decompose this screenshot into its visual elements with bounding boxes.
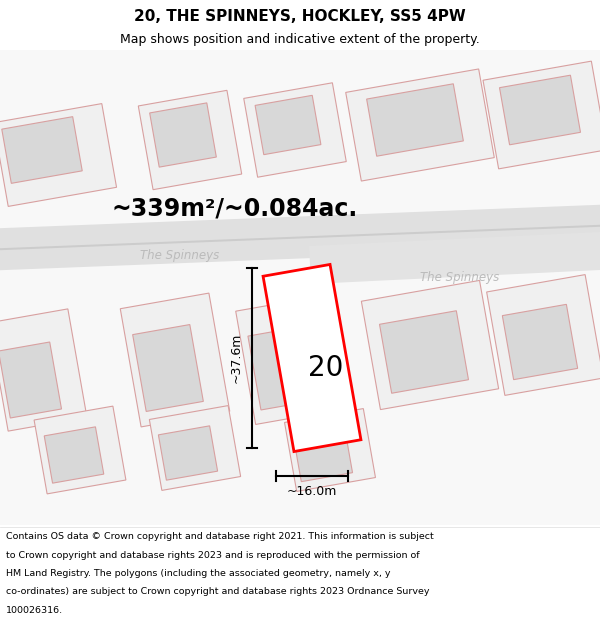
Polygon shape [346, 69, 494, 181]
Polygon shape [34, 406, 126, 494]
Polygon shape [367, 84, 463, 156]
Polygon shape [149, 406, 241, 491]
Polygon shape [0, 104, 116, 206]
Text: 100026316.: 100026316. [6, 606, 63, 615]
Text: ~37.6m: ~37.6m [229, 332, 242, 383]
Polygon shape [158, 426, 218, 480]
Text: The Spinneys: The Spinneys [140, 249, 220, 261]
Polygon shape [133, 324, 203, 411]
Polygon shape [248, 326, 318, 410]
Polygon shape [0, 224, 600, 251]
Text: The Spinneys: The Spinneys [421, 271, 500, 284]
Polygon shape [284, 409, 376, 491]
Polygon shape [139, 91, 242, 189]
Polygon shape [487, 274, 600, 396]
Polygon shape [483, 61, 600, 169]
Polygon shape [0, 342, 62, 418]
Text: HM Land Registry. The polygons (including the associated geometry, namely x, y: HM Land Registry. The polygons (includin… [6, 569, 391, 578]
Polygon shape [309, 231, 600, 284]
Polygon shape [293, 428, 353, 482]
Polygon shape [0, 309, 87, 431]
Polygon shape [361, 281, 499, 409]
Polygon shape [236, 296, 344, 424]
Polygon shape [2, 117, 82, 183]
Polygon shape [120, 293, 230, 427]
Polygon shape [263, 264, 361, 451]
Polygon shape [255, 96, 321, 154]
Polygon shape [0, 204, 600, 271]
Text: co-ordinates) are subject to Crown copyright and database rights 2023 Ordnance S: co-ordinates) are subject to Crown copyr… [6, 588, 430, 596]
Polygon shape [500, 75, 580, 145]
Text: 20: 20 [308, 354, 344, 382]
Text: Contains OS data © Crown copyright and database right 2021. This information is : Contains OS data © Crown copyright and d… [6, 532, 434, 541]
Polygon shape [244, 82, 346, 178]
Text: to Crown copyright and database rights 2023 and is reproduced with the permissio: to Crown copyright and database rights 2… [6, 551, 419, 559]
Text: Map shows position and indicative extent of the property.: Map shows position and indicative extent… [120, 32, 480, 46]
Text: ~16.0m: ~16.0m [287, 485, 337, 498]
Polygon shape [380, 311, 469, 393]
Text: 20, THE SPINNEYS, HOCKLEY, SS5 4PW: 20, THE SPINNEYS, HOCKLEY, SS5 4PW [134, 9, 466, 24]
Text: ~339m²/~0.084ac.: ~339m²/~0.084ac. [112, 196, 358, 220]
Polygon shape [44, 427, 104, 483]
Polygon shape [502, 304, 578, 379]
Polygon shape [149, 103, 217, 167]
